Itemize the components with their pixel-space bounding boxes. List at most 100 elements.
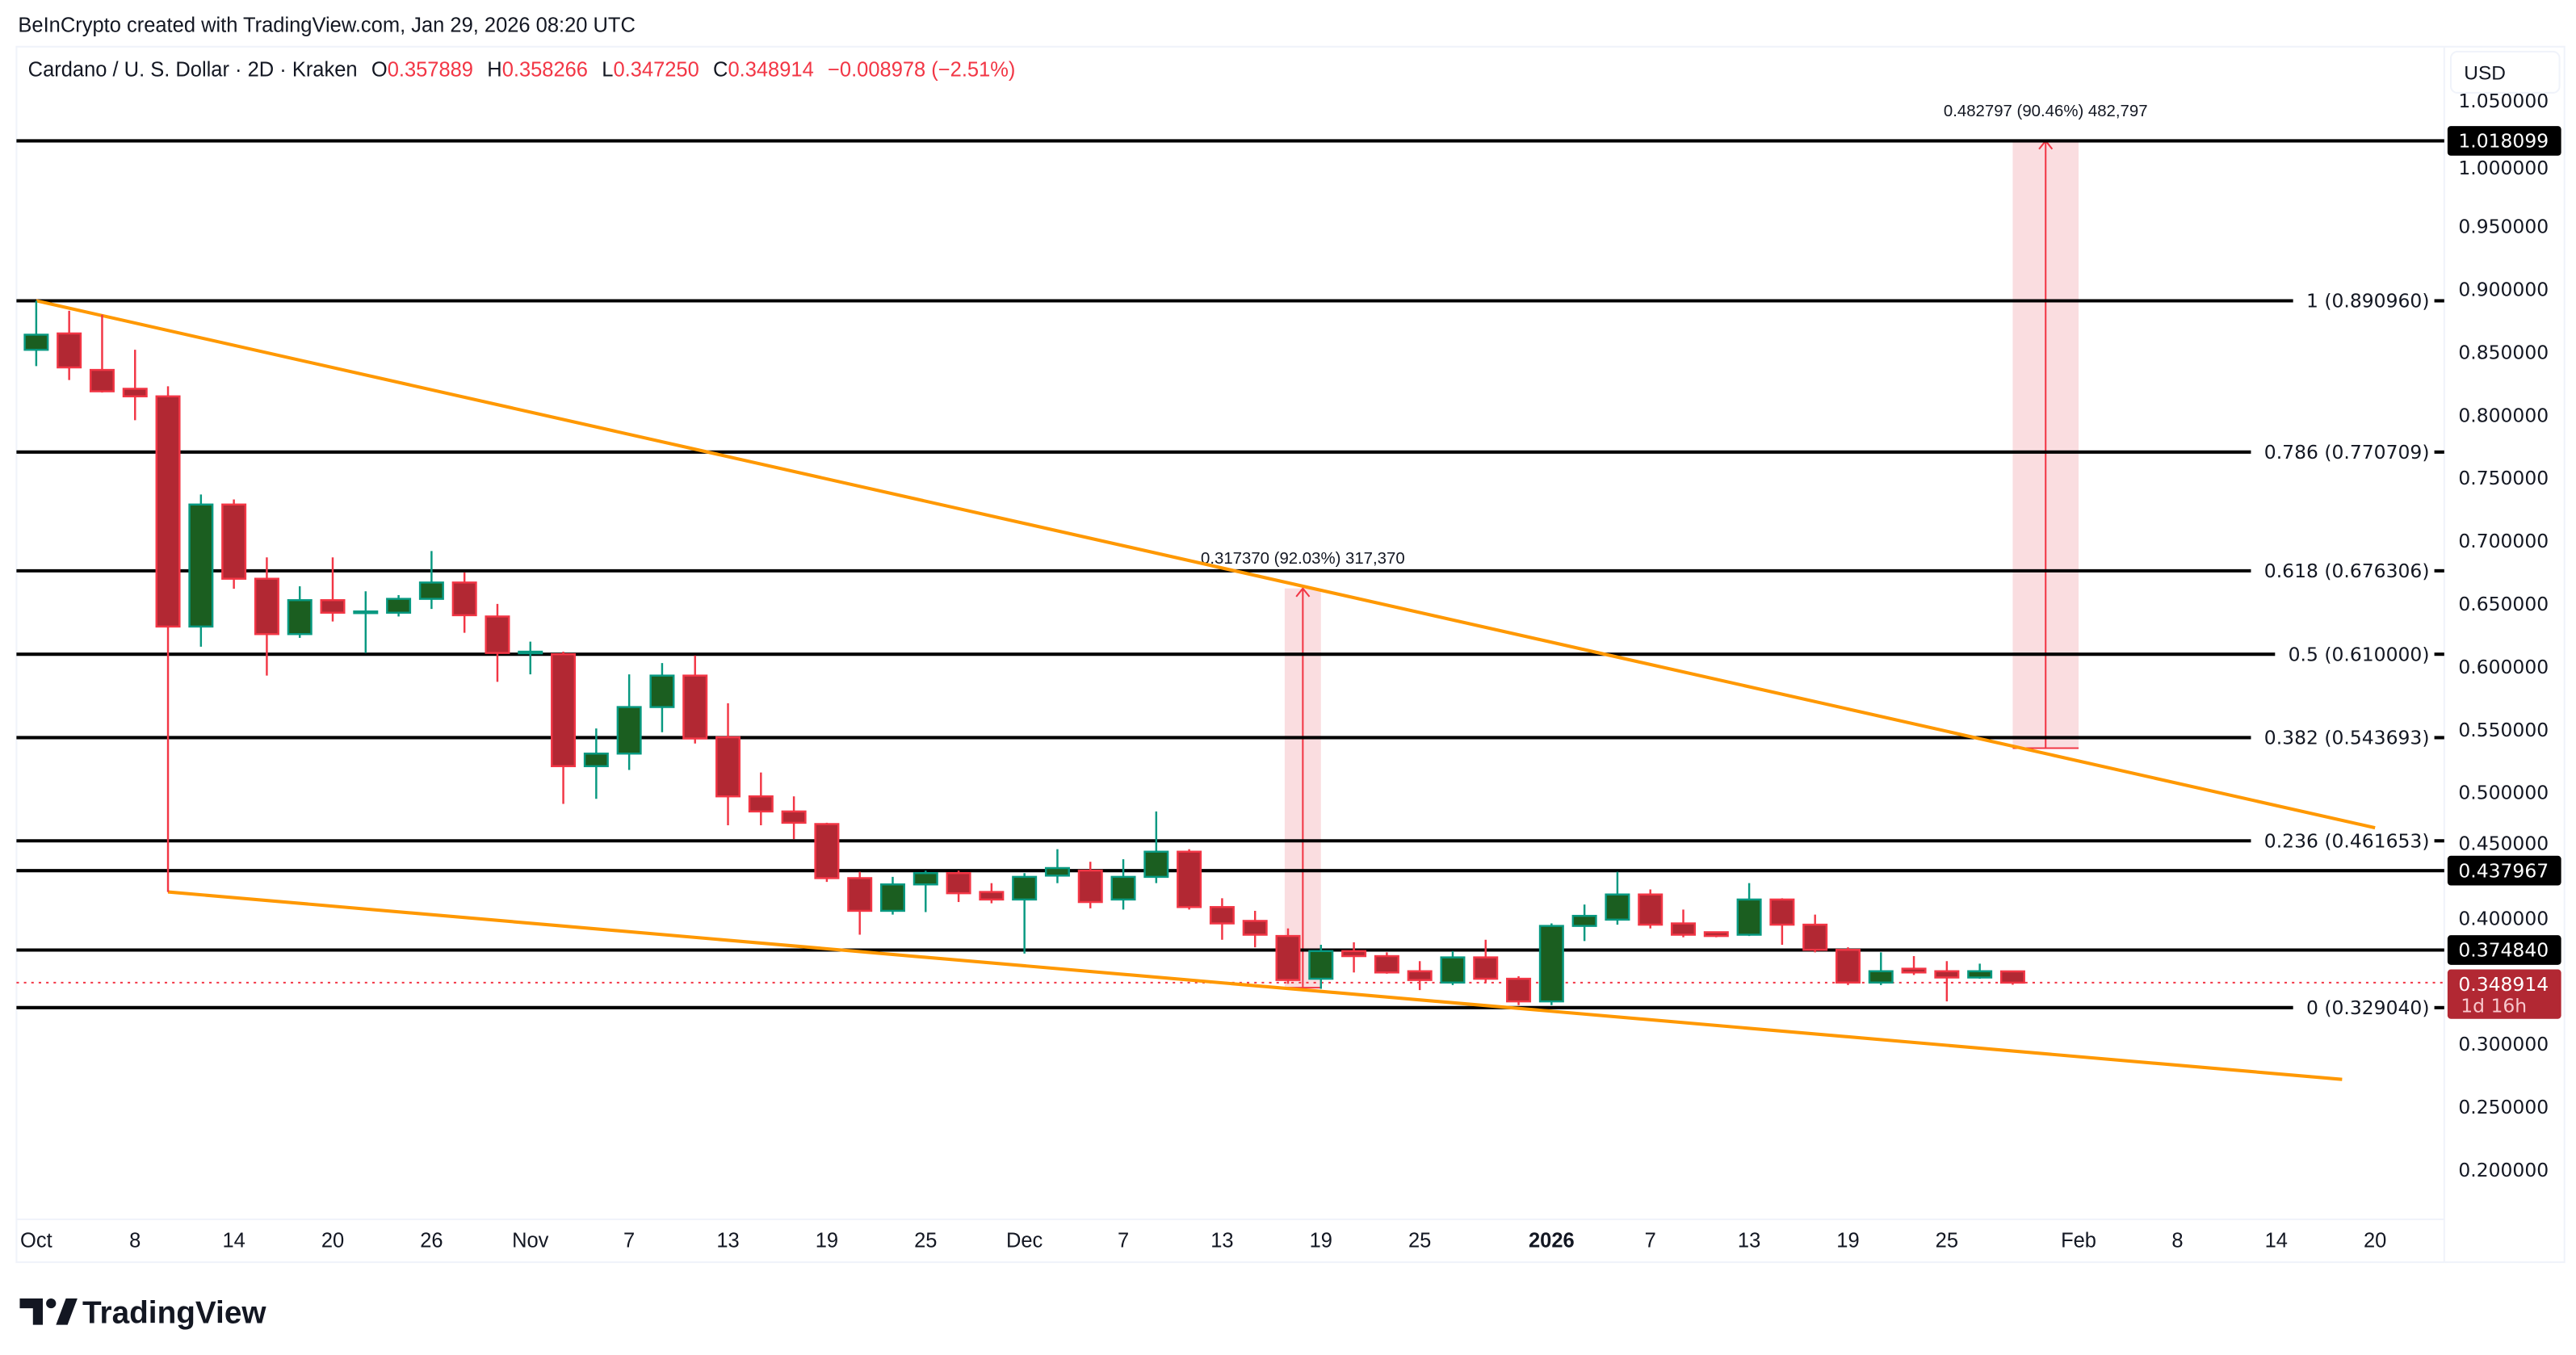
price-tick-label: 0.750000: [2458, 467, 2549, 489]
candle-body: [1835, 949, 1861, 984]
candle-down: [1934, 961, 1960, 1002]
time-tick-label: 2026: [1529, 1230, 1575, 1252]
candle-up: [1538, 923, 1564, 1005]
candle-body: [221, 503, 247, 580]
candle-down: [1638, 889, 1663, 929]
price-label-badge: [2447, 855, 2561, 886]
time-tick-label: Oct: [20, 1230, 52, 1252]
candles: [23, 300, 2025, 1005]
candle-body: [1308, 950, 1334, 980]
price-label-badge: [2447, 935, 2561, 965]
candle-down: [781, 796, 807, 840]
candle-up: [649, 663, 675, 732]
candle-body: [551, 652, 577, 768]
candle-body: [1341, 950, 1367, 958]
candle-down: [1671, 909, 1697, 938]
time-tick-label: 13: [1738, 1230, 1760, 1252]
candle-down: [1275, 928, 1301, 984]
candle-body: [748, 795, 774, 813]
candle-body: [847, 877, 873, 912]
price-tick-label: 0.950000: [2458, 216, 2549, 238]
candle-body: [1671, 922, 1697, 936]
price-axis[interactable]: 1.0500001.0000000.9500000.9000000.850000…: [2447, 90, 2561, 1181]
time-tick-label: 14: [222, 1230, 245, 1252]
price-label-text: 1.018099: [2458, 130, 2549, 153]
candle-up: [913, 870, 938, 912]
candle-body: [353, 610, 379, 615]
candle-up: [518, 641, 543, 675]
price-tick-label: 0.550000: [2458, 719, 2549, 741]
measurements: 0.317370 (92.03%) 317,370 0.482797 (90.46…: [1201, 103, 2148, 989]
candle-up: [353, 591, 379, 653]
candle-down: [1242, 910, 1268, 948]
price-tick-label: 0.900000: [2458, 279, 2549, 301]
candle-down: [682, 655, 708, 744]
candle-body: [682, 674, 708, 740]
open-label: O: [371, 59, 388, 82]
candle-body: [1538, 925, 1564, 1003]
current-price-text: 0.348914: [2458, 973, 2549, 996]
tradingview-logo[interactable]: TradingView: [19, 1296, 266, 1331]
time-tick-label: 14: [2265, 1230, 2288, 1252]
fib-level-label: 0.382 (0.543693): [2264, 727, 2430, 749]
candle-down: [814, 822, 840, 883]
tradingview-logo-text: TradingView: [82, 1296, 266, 1331]
candle-down: [1407, 961, 1433, 991]
candle-body: [418, 581, 444, 600]
candle-down: [155, 386, 181, 892]
candle-up: [1143, 811, 1169, 883]
time-tick-label: 13: [716, 1230, 739, 1252]
price-tick-label: 0.600000: [2458, 656, 2549, 678]
candle-body: [89, 368, 115, 392]
candle-body: [57, 332, 82, 369]
fib-level-label: 0.618 (0.676306): [2264, 560, 2430, 582]
candle-up: [386, 594, 412, 617]
candle-body: [1374, 954, 1399, 974]
high-label: H: [487, 59, 501, 82]
currency-button[interactable]: USD: [2449, 50, 2561, 94]
time-tick-label: 19: [1836, 1230, 1859, 1252]
price-label-text: 0.374840: [2458, 939, 2549, 962]
price-tick-label: 0.500000: [2458, 782, 2549, 804]
candle-down: [1835, 947, 1861, 985]
fib-level-label: 0 (0.329040): [2306, 996, 2429, 1019]
time-tick-label: Dec: [1006, 1230, 1043, 1252]
candle-body: [386, 598, 412, 614]
time-tick-label: 20: [321, 1230, 344, 1252]
candle-up: [1044, 849, 1070, 883]
candle-body: [649, 674, 675, 708]
candle-down: [320, 557, 346, 622]
candle-body: [1736, 898, 1762, 936]
candle-down: [1999, 970, 2025, 985]
tradingview-logo-icon: [19, 1298, 78, 1325]
candle-body: [451, 581, 477, 617]
time-axis[interactable]: Oct 8 14 20 26 Nov 7 13 19 25 Dec 7 13 19 25 2026 7 13 19 2…: [20, 1230, 2386, 1252]
candle-body: [1506, 977, 1532, 1003]
candle-body: [1901, 967, 1927, 974]
candle-down: [1473, 939, 1499, 983]
candle-down: [485, 603, 510, 682]
price-tick-label: 0.200000: [2458, 1159, 2549, 1181]
candle-down: [254, 557, 279, 676]
price-tick-label: 0.650000: [2458, 593, 2549, 615]
close-value: 0.348914: [728, 59, 813, 82]
legend: Cardano / U. S. Dollar · 2D · Kraken O0.…: [28, 59, 1016, 82]
candle-down: [748, 772, 774, 826]
candle-body: [155, 395, 181, 628]
candle-body: [287, 598, 313, 636]
candle-body: [1407, 970, 1433, 981]
candle-body: [1605, 893, 1630, 921]
candle-down: [1769, 898, 1795, 946]
time-tick-label: 7: [1118, 1230, 1129, 1252]
currency-label: USD: [2464, 63, 2506, 85]
price-tick-label: 0.400000: [2458, 907, 2549, 929]
candle-body: [122, 388, 148, 398]
candle-up: [1110, 859, 1136, 910]
price-tick-label: 0.800000: [2458, 404, 2549, 426]
credit-text: BeInCrypto created with TradingView.com,…: [18, 14, 635, 36]
candle-body: [485, 615, 510, 654]
price-tick-label: 1.000000: [2458, 157, 2549, 179]
candle-down: [1374, 952, 1399, 974]
candle-up: [1571, 904, 1597, 942]
